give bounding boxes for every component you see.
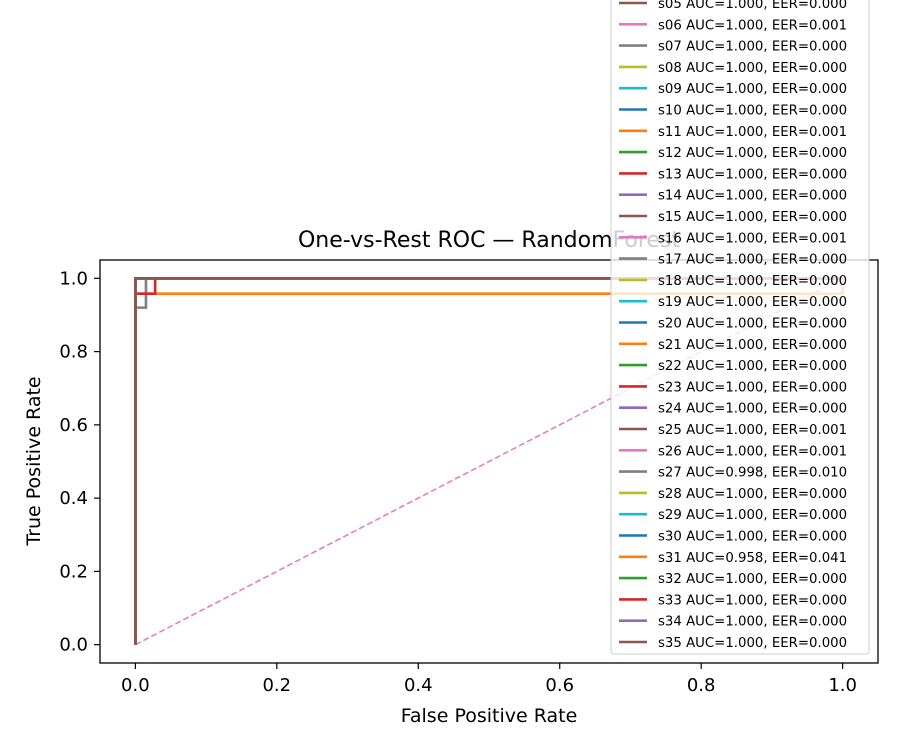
legend-entry: s27 AUC=0.998, EER=0.010 bbox=[619, 466, 847, 481]
legend-entry: s11 AUC=1.000, EER=0.001 bbox=[619, 125, 847, 140]
legend-entry: s25 AUC=1.000, EER=0.001 bbox=[619, 423, 847, 438]
legend-entry: s16 AUC=1.000, EER=0.001 bbox=[619, 231, 847, 246]
legend-entry: s30 AUC=1.000, EER=0.000 bbox=[619, 530, 847, 545]
legend-label: s15 AUC=1.000, EER=0.000 bbox=[658, 210, 847, 225]
legend-entry: s28 AUC=1.000, EER=0.000 bbox=[619, 487, 847, 502]
legend-label: s30 AUC=1.000, EER=0.000 bbox=[658, 530, 847, 545]
legend-label: s26 AUC=1.000, EER=0.001 bbox=[658, 444, 847, 459]
legend-entry: s35 AUC=1.000, EER=0.000 bbox=[619, 636, 847, 651]
legend-entry: s22 AUC=1.000, EER=0.000 bbox=[619, 359, 847, 374]
legend-entry: s18 AUC=1.000, EER=0.000 bbox=[619, 274, 847, 289]
legend-entry: s07 AUC=1.000, EER=0.000 bbox=[619, 40, 847, 55]
legend-entry: s26 AUC=1.000, EER=0.001 bbox=[619, 444, 847, 459]
y-tick-label: 0.4 bbox=[59, 488, 88, 509]
legend-entry: s32 AUC=1.000, EER=0.000 bbox=[619, 572, 847, 587]
legend-label: s12 AUC=1.000, EER=0.000 bbox=[658, 146, 847, 161]
legend-entry: s13 AUC=1.000, EER=0.000 bbox=[619, 167, 847, 182]
legend-label: s31 AUC=0.958, EER=0.041 bbox=[658, 551, 847, 566]
legend-label: s09 AUC=1.000, EER=0.000 bbox=[658, 82, 847, 97]
x-tick-label: 0.2 bbox=[262, 675, 291, 696]
legend-entry: s19 AUC=1.000, EER=0.000 bbox=[619, 295, 847, 310]
legend-label: s24 AUC=1.000, EER=0.000 bbox=[658, 402, 847, 417]
legend-entry: s08 AUC=1.000, EER=0.000 bbox=[619, 61, 847, 76]
y-axis-label: True Positive Rate bbox=[23, 376, 45, 546]
legend-entry: s33 AUC=1.000, EER=0.000 bbox=[619, 593, 847, 608]
legend-entry: s15 AUC=1.000, EER=0.000 bbox=[619, 210, 847, 225]
legend-label: s33 AUC=1.000, EER=0.000 bbox=[658, 593, 847, 608]
legend-label: s11 AUC=1.000, EER=0.001 bbox=[658, 125, 847, 140]
legend-entry: s34 AUC=1.000, EER=0.000 bbox=[619, 615, 847, 630]
legend-label: s14 AUC=1.000, EER=0.000 bbox=[658, 189, 847, 204]
legend-label: s13 AUC=1.000, EER=0.000 bbox=[658, 167, 847, 182]
legend-label: s18 AUC=1.000, EER=0.000 bbox=[658, 274, 847, 289]
x-axis-label: False Positive Rate bbox=[401, 705, 578, 727]
x-tick-label: 0.0 bbox=[121, 675, 150, 696]
legend-entry: s17 AUC=1.000, EER=0.000 bbox=[619, 253, 847, 268]
y-tick-label: 1.0 bbox=[59, 268, 88, 289]
legend-label: s25 AUC=1.000, EER=0.001 bbox=[658, 423, 847, 438]
legend-label: s34 AUC=1.000, EER=0.000 bbox=[658, 615, 847, 630]
legend-entry: s21 AUC=1.000, EER=0.000 bbox=[619, 338, 847, 353]
legend-entry: s29 AUC=1.000, EER=0.000 bbox=[619, 508, 847, 523]
axes-frame bbox=[99, 259, 879, 664]
x-tick-label: 0.6 bbox=[545, 675, 574, 696]
legend-label: s21 AUC=1.000, EER=0.000 bbox=[658, 338, 847, 353]
legend-label: s08 AUC=1.000, EER=0.000 bbox=[658, 61, 847, 76]
legend-label: s29 AUC=1.000, EER=0.000 bbox=[658, 508, 847, 523]
chance-diagonal-line bbox=[135, 277, 843, 646]
legend-entry: s12 AUC=1.000, EER=0.000 bbox=[619, 146, 847, 161]
legend-entry: s14 AUC=1.000, EER=0.000 bbox=[619, 189, 847, 204]
legend: s05 AUC=1.000, EER=0.000 s06 AUC=1.000, E… bbox=[610, 0, 870, 655]
legend-label: s22 AUC=1.000, EER=0.000 bbox=[658, 359, 847, 374]
legend-label: s10 AUC=1.000, EER=0.000 bbox=[658, 104, 847, 119]
legend-box bbox=[610, 0, 870, 655]
y-tick-label: 0.2 bbox=[59, 561, 88, 582]
legend-entry: s31 AUC=0.958, EER=0.041 bbox=[619, 551, 847, 566]
legend-label: s20 AUC=1.000, EER=0.000 bbox=[658, 317, 847, 332]
x-tick-label: 0.4 bbox=[404, 675, 433, 696]
plot-area: 0.0 0.2 0.4 0.6 0.8 1.0 0.0 0.2 0.4 0.6 0.8 1.0 bbox=[59, 259, 879, 696]
legend-label: s35 AUC=1.000, EER=0.000 bbox=[658, 636, 847, 651]
legend-entry: s24 AUC=1.000, EER=0.000 bbox=[619, 402, 847, 417]
legend-label: s17 AUC=1.000, EER=0.000 bbox=[658, 253, 847, 268]
legend-label: s32 AUC=1.000, EER=0.000 bbox=[658, 572, 847, 587]
x-tick-label: 0.8 bbox=[687, 675, 716, 696]
legend-label: s19 AUC=1.000, EER=0.000 bbox=[658, 295, 847, 310]
roc-curve-s35 bbox=[134, 277, 843, 645]
legend-entry: s20 AUC=1.000, EER=0.000 bbox=[619, 317, 847, 332]
legend-entry: s05 AUC=1.000, EER=0.000 bbox=[619, 0, 847, 12]
legend-label: s16 AUC=1.000, EER=0.001 bbox=[658, 231, 847, 246]
legend-label: s07 AUC=1.000, EER=0.000 bbox=[658, 40, 847, 55]
legend-label: s23 AUC=1.000, EER=0.000 bbox=[658, 380, 847, 395]
y-tick-label: 0.8 bbox=[59, 342, 88, 363]
legend-entry: s10 AUC=1.000, EER=0.000 bbox=[619, 104, 847, 119]
legend-label: s06 AUC=1.000, EER=0.001 bbox=[658, 18, 847, 33]
legend-label: s05 AUC=1.000, EER=0.000 bbox=[658, 0, 847, 12]
y-tick-label: 0.6 bbox=[59, 415, 88, 436]
y-tick-label: 0.0 bbox=[59, 635, 88, 656]
legend-label: s28 AUC=1.000, EER=0.000 bbox=[658, 487, 847, 502]
legend-entry: s06 AUC=1.000, EER=0.001 bbox=[619, 18, 847, 33]
legend-entry: s09 AUC=1.000, EER=0.000 bbox=[619, 82, 847, 97]
legend-label: s27 AUC=0.998, EER=0.010 bbox=[658, 466, 847, 481]
x-tick-label: 1.0 bbox=[828, 675, 857, 696]
legend-entry: s23 AUC=1.000, EER=0.000 bbox=[619, 380, 847, 395]
